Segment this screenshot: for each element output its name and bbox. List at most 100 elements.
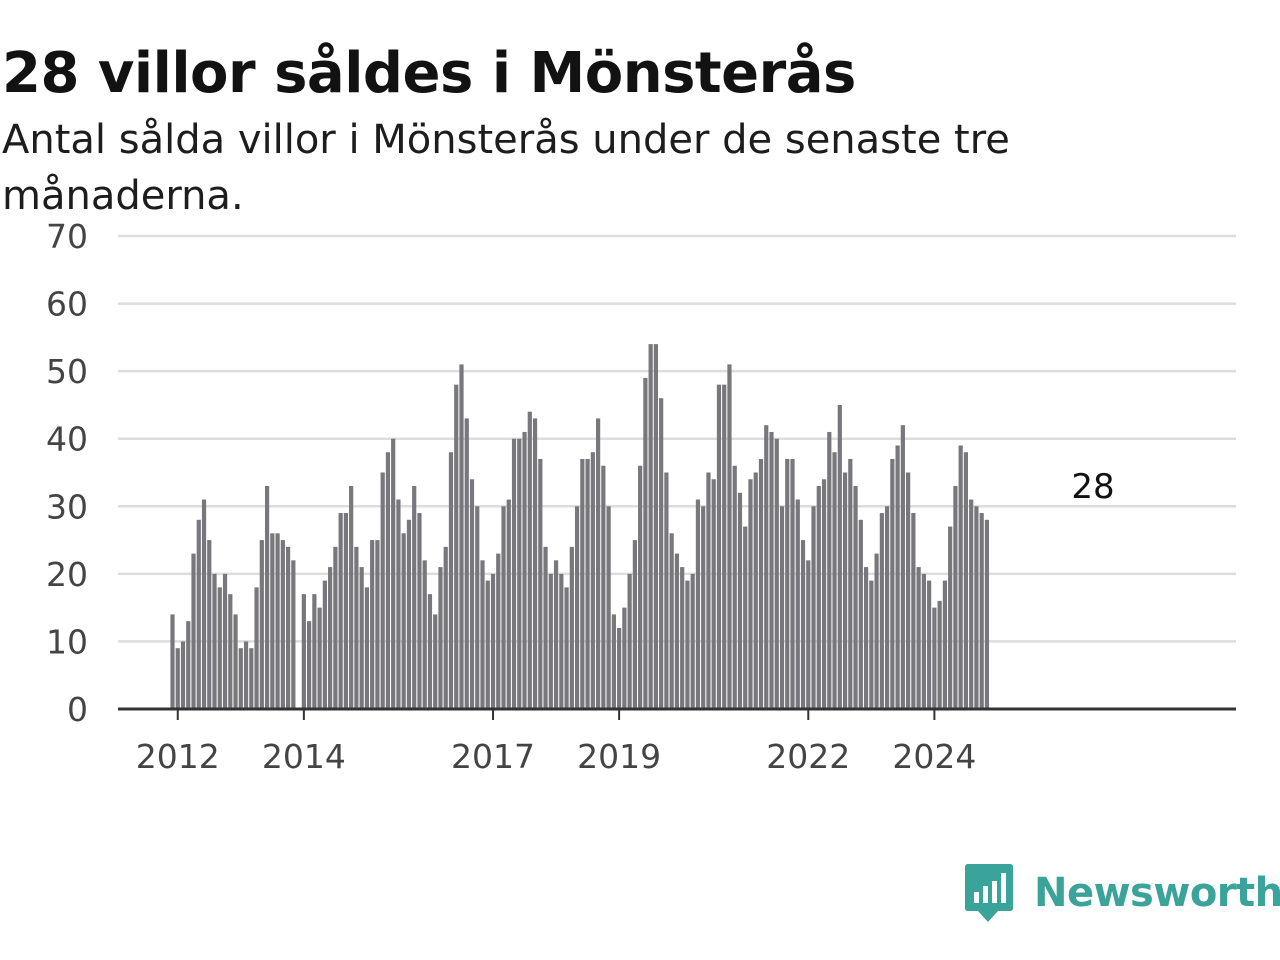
bar (585, 458, 590, 709)
x-tick-label: 2024 (892, 737, 976, 776)
newsworthy-logo: Newsworthy (964, 862, 1280, 924)
bar (480, 560, 485, 709)
y-tick-label: 50 (46, 352, 88, 391)
bar (396, 499, 401, 709)
bar (243, 641, 249, 709)
bar (459, 364, 464, 709)
bar (217, 587, 222, 709)
bar (706, 472, 711, 709)
bar (370, 540, 375, 709)
chart-title: 28 villor såldes i Mönsterås (2, 41, 856, 106)
bar (412, 486, 417, 709)
bar (974, 506, 979, 709)
bar (548, 573, 553, 709)
bar-chart-icon (965, 864, 1013, 922)
bar (685, 580, 690, 709)
bar (795, 499, 800, 709)
bar (207, 540, 212, 709)
value-labels: 28 (1068, 463, 1118, 510)
bar (511, 438, 517, 709)
bar (228, 594, 233, 709)
bar (858, 519, 863, 709)
bar (191, 553, 196, 709)
bar (170, 614, 175, 709)
bar (674, 553, 680, 709)
x-tick-label: 2019 (577, 737, 661, 776)
bar (222, 573, 228, 709)
bar (727, 364, 732, 709)
bar (732, 465, 737, 709)
bar (927, 580, 932, 709)
bar (333, 546, 338, 709)
bar (774, 438, 779, 709)
bar (617, 627, 622, 709)
bar (827, 431, 832, 709)
bar (427, 594, 433, 709)
bar (695, 499, 701, 709)
bar (716, 384, 722, 709)
x-tick-label: 2014 (262, 737, 346, 776)
bar (286, 546, 291, 709)
bar (564, 587, 569, 709)
bar (779, 506, 785, 709)
bar (800, 540, 806, 709)
bar (937, 600, 942, 709)
bar (254, 587, 259, 709)
bar (380, 472, 385, 709)
bar (648, 344, 653, 709)
y-tick-label: 0 (67, 690, 88, 729)
bar (343, 513, 348, 709)
bar (175, 648, 180, 709)
bar (417, 513, 422, 709)
bar (785, 458, 790, 709)
bar (590, 452, 595, 709)
bar (485, 580, 490, 709)
bar (375, 540, 380, 709)
bar (275, 533, 280, 709)
bar (885, 506, 890, 709)
y-tick-label: 10 (46, 622, 88, 661)
bar (490, 573, 496, 709)
bar (890, 458, 895, 709)
bar (722, 384, 727, 709)
bar (842, 472, 848, 709)
bar (438, 567, 443, 709)
bar (837, 404, 842, 709)
y-axis-tick-labels: 0 10 20 30 40 50 60 70 (46, 217, 88, 729)
bar (338, 513, 343, 709)
bar (816, 486, 821, 709)
bar (900, 425, 905, 709)
bar (496, 553, 501, 709)
bar (312, 594, 317, 709)
bar (874, 553, 879, 709)
x-tick-label: 2012 (136, 737, 220, 776)
bar (596, 418, 601, 709)
bar (895, 445, 900, 709)
bar (853, 486, 858, 709)
bar (863, 567, 869, 709)
bar (580, 458, 585, 709)
bar (953, 486, 958, 709)
bar (532, 418, 538, 709)
bar (454, 384, 459, 709)
bar (984, 519, 990, 709)
bar (622, 607, 627, 709)
bar (627, 573, 632, 709)
bar (969, 499, 974, 709)
bar (349, 486, 354, 709)
bar (758, 458, 764, 709)
bar (238, 648, 243, 709)
bar (601, 465, 606, 709)
bar (743, 526, 748, 709)
bar (921, 573, 926, 709)
bars (170, 344, 990, 709)
bar (911, 513, 916, 709)
bar (653, 344, 658, 709)
bar (201, 499, 207, 709)
bar (464, 418, 469, 709)
logo-text: Newsworthy (1034, 870, 1280, 916)
bar (811, 506, 816, 709)
bar (385, 452, 391, 709)
bar (359, 567, 364, 709)
y-tick-label: 20 (46, 555, 88, 594)
